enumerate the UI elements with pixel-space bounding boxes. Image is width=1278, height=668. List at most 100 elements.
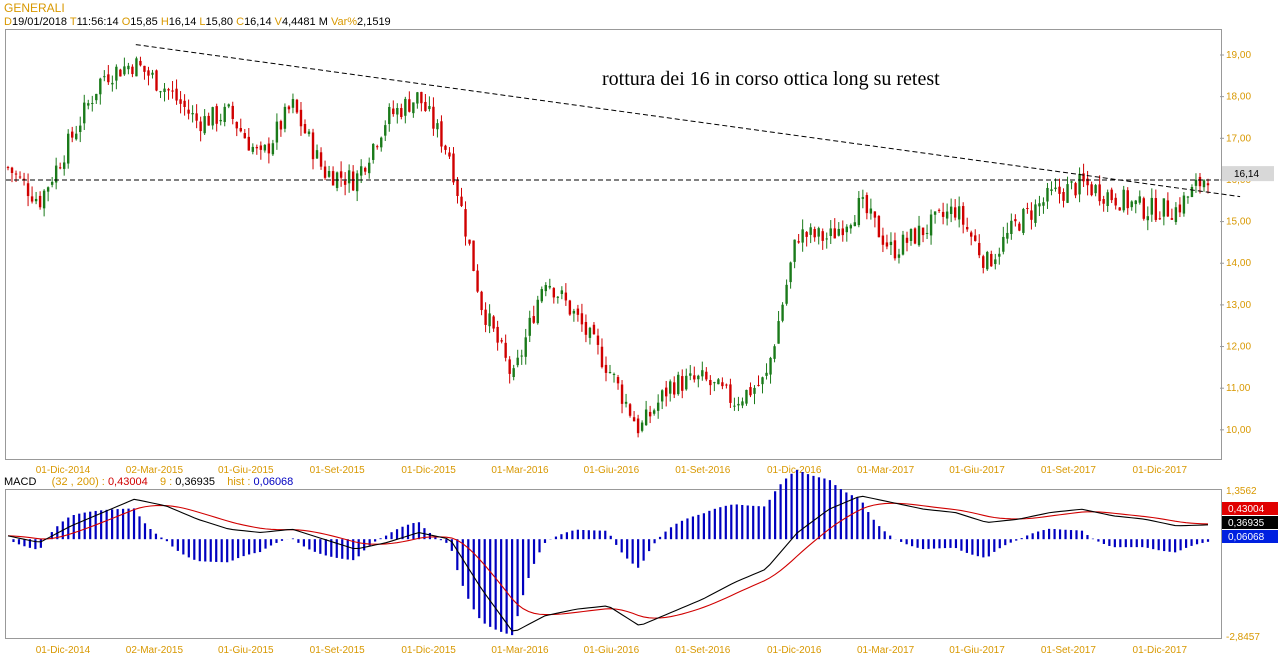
candle-body (865, 195, 869, 214)
macd-top-label: 1,3562 (1226, 486, 1257, 497)
candle-body (620, 384, 624, 404)
candle-body (107, 74, 110, 83)
candle-body (693, 375, 696, 380)
candle-body (147, 70, 150, 76)
volume-label: V (274, 16, 282, 28)
candle-body (660, 390, 664, 402)
candle-body (396, 108, 399, 115)
candle-body (155, 70, 158, 91)
candle-body (476, 270, 479, 292)
candle-body (705, 371, 708, 380)
candle-body (588, 327, 592, 338)
y-tick-label: 15,00 (1226, 217, 1251, 228)
candle-body (1050, 189, 1053, 191)
macd-panel-frame (5, 489, 1222, 639)
candle-body (540, 289, 543, 302)
macd-name: MACD (4, 476, 37, 488)
chart-title: GENERALI (4, 1, 65, 15)
candle-body (464, 209, 467, 237)
signal-line (7, 502, 1209, 619)
candle-body (1018, 223, 1021, 231)
candle-body (34, 198, 38, 202)
candle-body (909, 229, 913, 241)
candle-body (58, 167, 62, 169)
x-tick-label: 01-Giu-2017 (949, 465, 1005, 476)
candle-body (709, 379, 712, 386)
candle-body (1026, 208, 1029, 210)
candle-body (572, 310, 576, 314)
candle-body (949, 206, 953, 215)
close-label: C (236, 16, 245, 28)
candle-body (837, 228, 840, 236)
macd-x-tick-label: 01-Set-2016 (675, 645, 730, 656)
candle-body (685, 375, 688, 390)
candle-body (227, 104, 230, 107)
candle-body (18, 176, 22, 178)
candle-body (319, 152, 323, 167)
candle-body (1146, 216, 1149, 221)
candle-body (95, 93, 98, 101)
candle-body (171, 90, 174, 92)
candle-body (544, 285, 547, 292)
candle-body (416, 92, 419, 104)
time-value: 11:56:14 (76, 16, 119, 28)
candle-body (167, 89, 170, 91)
candle-body (970, 232, 973, 237)
candle-body (1178, 204, 1182, 213)
candle-body (994, 259, 997, 265)
candle-body (809, 227, 812, 235)
candle-body (10, 167, 14, 173)
candle-body (689, 373, 692, 376)
candle-body (355, 173, 359, 192)
candle-body (656, 402, 660, 411)
candle-body (376, 146, 379, 148)
macd-x-tick-label: 01-Dic-2014 (36, 645, 91, 656)
macd-y-axis: 1,3562 -2,8457 0,43004 0,36935 0,06068 (1222, 486, 1278, 643)
candle-body (199, 121, 202, 132)
candle-body (243, 133, 246, 139)
x-tick-label: 01-Dic-2014 (36, 465, 91, 476)
candle-body (576, 308, 580, 315)
candle-body (1034, 204, 1037, 223)
candle-body (632, 417, 636, 422)
candle-body (1014, 219, 1017, 222)
candle-body (54, 165, 58, 183)
candle-body (1158, 218, 1162, 220)
candle-body (873, 211, 877, 218)
candle-body (492, 316, 495, 329)
candle-body (1182, 195, 1186, 214)
candle-body (1090, 184, 1093, 196)
candle-body (612, 373, 616, 375)
candle-body (697, 375, 700, 380)
candle-body (532, 316, 535, 323)
candlesticks (6, 56, 1210, 438)
macd-line (7, 495, 1209, 632)
candle-body (163, 88, 166, 93)
candle-body (127, 65, 130, 70)
macd-x-axis: 01-Dic-2014 02-Mar-2015 01-Giu-2015 01-Set-… (36, 645, 1188, 656)
candle-body (592, 324, 596, 335)
candle-body (556, 296, 560, 298)
candle-body (552, 288, 556, 298)
candle-body (600, 346, 604, 368)
candle-body (231, 105, 234, 120)
candle-body (584, 322, 588, 335)
candle-body (219, 119, 222, 122)
candle-body (239, 128, 242, 132)
macd-lines (7, 495, 1209, 632)
candle-body (1154, 198, 1158, 220)
y-tick-label: 19,00 (1226, 50, 1251, 61)
candle-body (717, 379, 720, 385)
candle-body (905, 237, 909, 243)
candle-body (307, 131, 311, 135)
candle-body (713, 382, 716, 384)
candle-body (998, 253, 1001, 257)
candle-body (175, 88, 178, 101)
candle-body (1042, 202, 1045, 206)
candle-body (359, 166, 363, 176)
candle-body (853, 222, 857, 227)
candle-body (857, 197, 861, 226)
x-tick-label: 01-Giu-2016 (584, 465, 640, 476)
y-tick-label: 12,00 (1226, 342, 1251, 353)
macd-value: 0,43004 (107, 476, 148, 488)
